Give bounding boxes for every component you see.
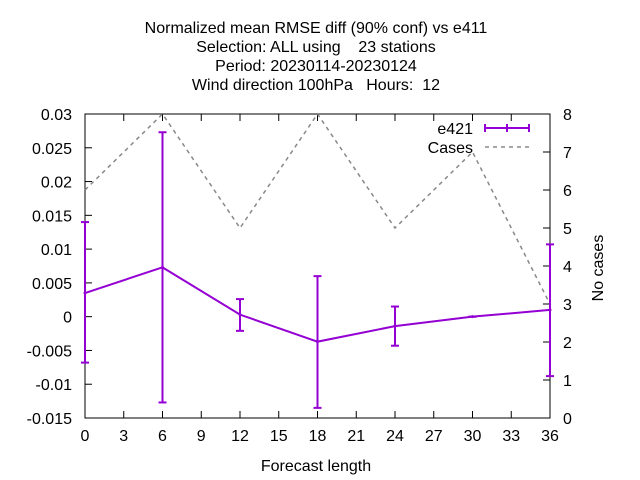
x-tick-label: 21 [347, 428, 365, 445]
y-tick-label: 0 [63, 310, 72, 327]
e421-point [238, 313, 242, 317]
y2-tick-label: 0 [563, 411, 572, 428]
x-tick-label: 33 [502, 428, 520, 445]
y2-tick-label: 6 [563, 183, 572, 200]
y2-tick-label: 3 [563, 297, 572, 314]
x-tick-label: 27 [425, 428, 443, 445]
y2-tick-label: 5 [563, 221, 572, 238]
series-e421 [81, 131, 554, 409]
y2-tick-label: 8 [563, 107, 572, 124]
x-tick-label: 0 [81, 428, 90, 445]
x-tick-label: 30 [464, 428, 482, 445]
e421-point [316, 340, 319, 344]
legend-label-e421: e421 [437, 121, 473, 138]
y-tick-label: 0.02 [41, 175, 72, 192]
e421-point [471, 315, 474, 319]
title-line-2: Selection: ALL using 23 stations [196, 39, 436, 56]
y2-tick-label: 4 [563, 259, 572, 276]
e421-point [83, 291, 87, 295]
x-tick-label: 3 [119, 428, 128, 445]
title-line-4: Wind direction 100hPa Hours: 12 [192, 77, 440, 94]
y-tick-label: 0.005 [32, 276, 72, 293]
y-tick-label: -0.01 [36, 377, 73, 394]
x-tick-label: 12 [231, 428, 249, 445]
y-tick-label: -0.015 [27, 411, 72, 428]
y2-axis-label: No cases [590, 235, 607, 302]
y2-tick-label: 7 [563, 145, 572, 162]
y2-tick-label: 1 [563, 373, 572, 390]
title-line-3: Period: 20230114-20230124 [215, 58, 417, 75]
legend: e421 Cases [428, 121, 530, 157]
x-tick-labels: 0 3 6 9 12 15 18 21 24 27 30 33 36 [81, 428, 559, 445]
y-tick-label: 0.015 [32, 208, 72, 225]
cases-line [84, 112, 551, 305]
y-tick-label: 0.03 [41, 107, 72, 124]
x-tick-label: 36 [541, 428, 559, 445]
title-line-1: Normalized mean RMSE diff (90% conf) vs … [145, 20, 488, 37]
y2-tick-label: 2 [563, 335, 572, 352]
x-tick-label: 15 [270, 428, 288, 445]
e421-point [161, 265, 164, 269]
e421-point [393, 324, 397, 328]
y-tick-label: 0.01 [41, 242, 72, 259]
x-axis-label: Forecast length [261, 458, 371, 475]
x-tick-label: 9 [197, 428, 206, 445]
axis-ticks [84, 113, 551, 419]
y-tick-labels: 0.03 0.025 0.02 0.015 0.01 0.005 0 -0.005 -0.01 -… [27, 107, 72, 428]
x-tick-label: 18 [309, 428, 327, 445]
legend-label-cases: Cases [428, 140, 473, 157]
x-tick-label: 6 [158, 428, 167, 445]
x-tick-label: 24 [386, 428, 404, 445]
y-tick-label: -0.005 [27, 343, 72, 360]
e421-point [548, 308, 552, 312]
y-tick-label: 0.025 [32, 141, 72, 158]
y2-tick-labels: 8 7 6 5 4 3 2 1 0 [563, 107, 572, 428]
series-cases [84, 112, 551, 305]
chart-title: Normalized mean RMSE diff (90% conf) vs … [145, 20, 488, 94]
